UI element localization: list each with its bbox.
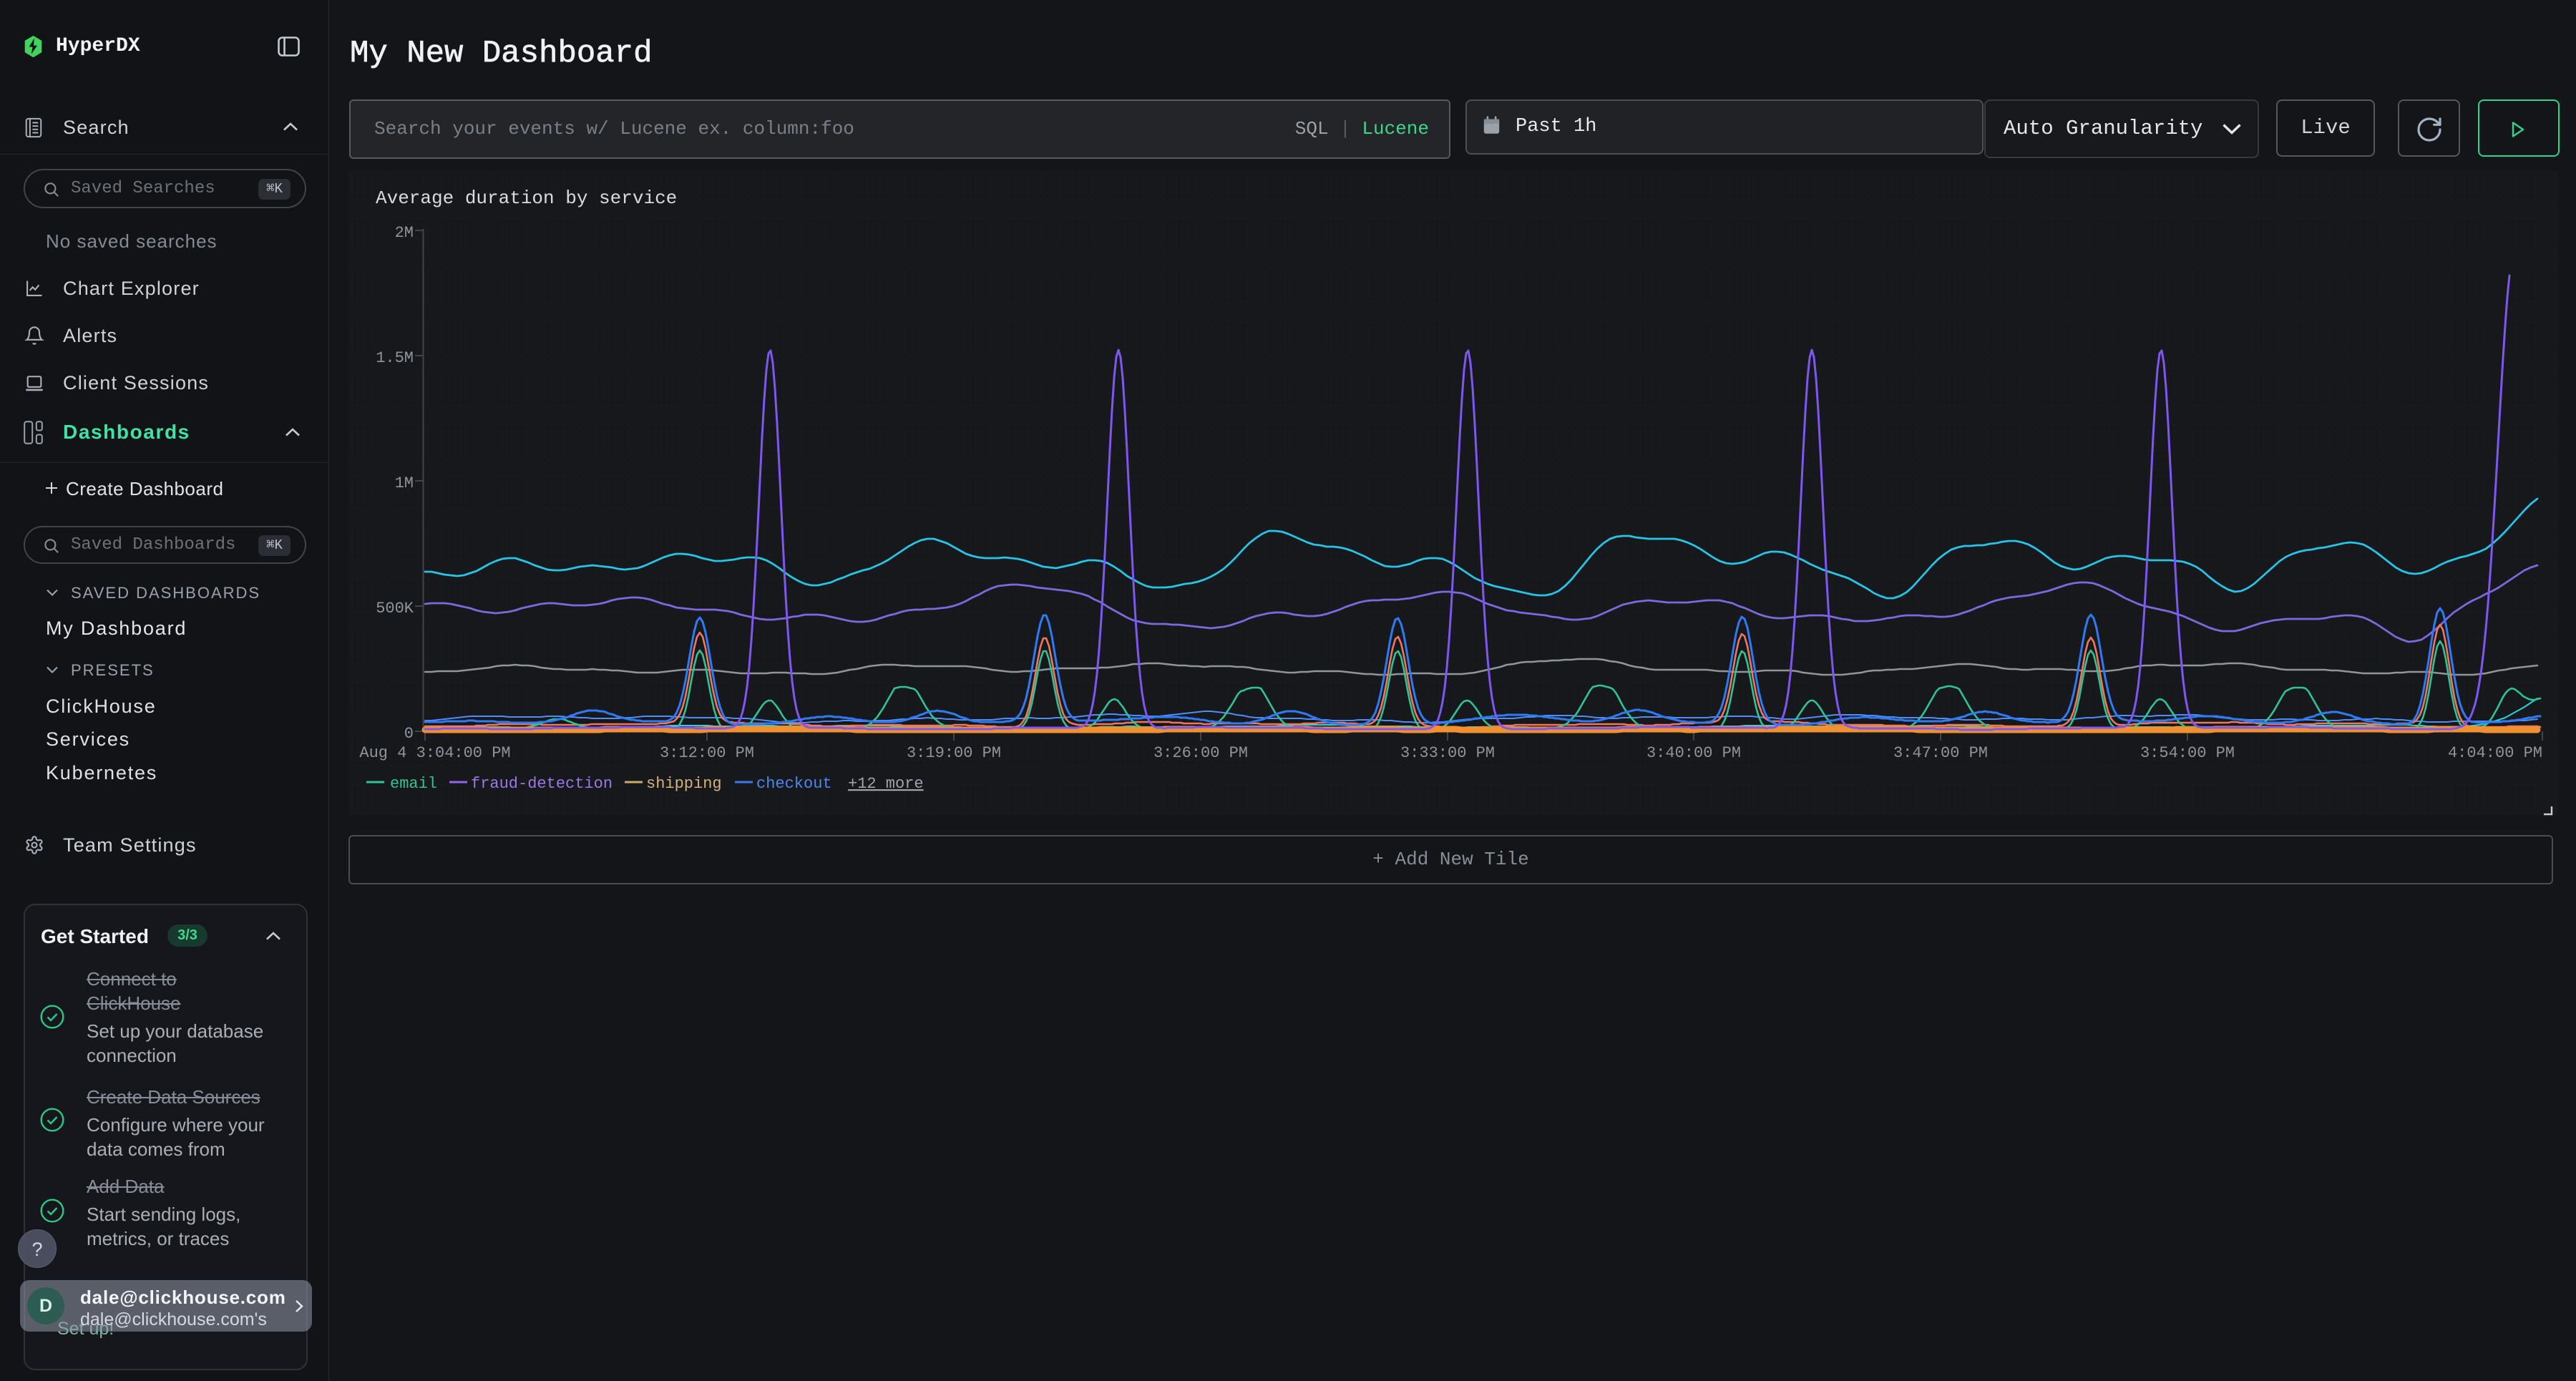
svg-text:3:12:00 PM: 3:12:00 PM xyxy=(660,744,754,762)
svg-text:3:33:00 PM: 3:33:00 PM xyxy=(1400,744,1495,762)
svg-text:3:47:00 PM: 3:47:00 PM xyxy=(1893,744,1988,762)
svg-text:2M: 2M xyxy=(395,224,414,242)
svg-text:0: 0 xyxy=(404,725,414,743)
svg-text:email: email xyxy=(390,775,437,793)
svg-text:fraud-detection: fraud-detection xyxy=(471,775,613,793)
svg-text:1.5M: 1.5M xyxy=(376,349,414,367)
svg-text:shipping: shipping xyxy=(646,775,722,793)
svg-text:3:40:00 PM: 3:40:00 PM xyxy=(1646,744,1741,762)
svg-text:1M: 1M xyxy=(395,474,414,492)
svg-text:3:19:00 PM: 3:19:00 PM xyxy=(907,744,1001,762)
svg-text:4:04:00 PM: 4:04:00 PM xyxy=(2448,744,2542,762)
svg-text:500K: 500K xyxy=(376,600,414,618)
svg-text:checkout: checkout xyxy=(756,775,832,793)
svg-text:Aug 4 3:04:00 PM: Aug 4 3:04:00 PM xyxy=(359,744,510,762)
svg-text:3:54:00 PM: 3:54:00 PM xyxy=(2140,744,2235,762)
svg-text:+12 more: +12 more xyxy=(848,775,924,793)
svg-text:3:26:00 PM: 3:26:00 PM xyxy=(1153,744,1248,762)
